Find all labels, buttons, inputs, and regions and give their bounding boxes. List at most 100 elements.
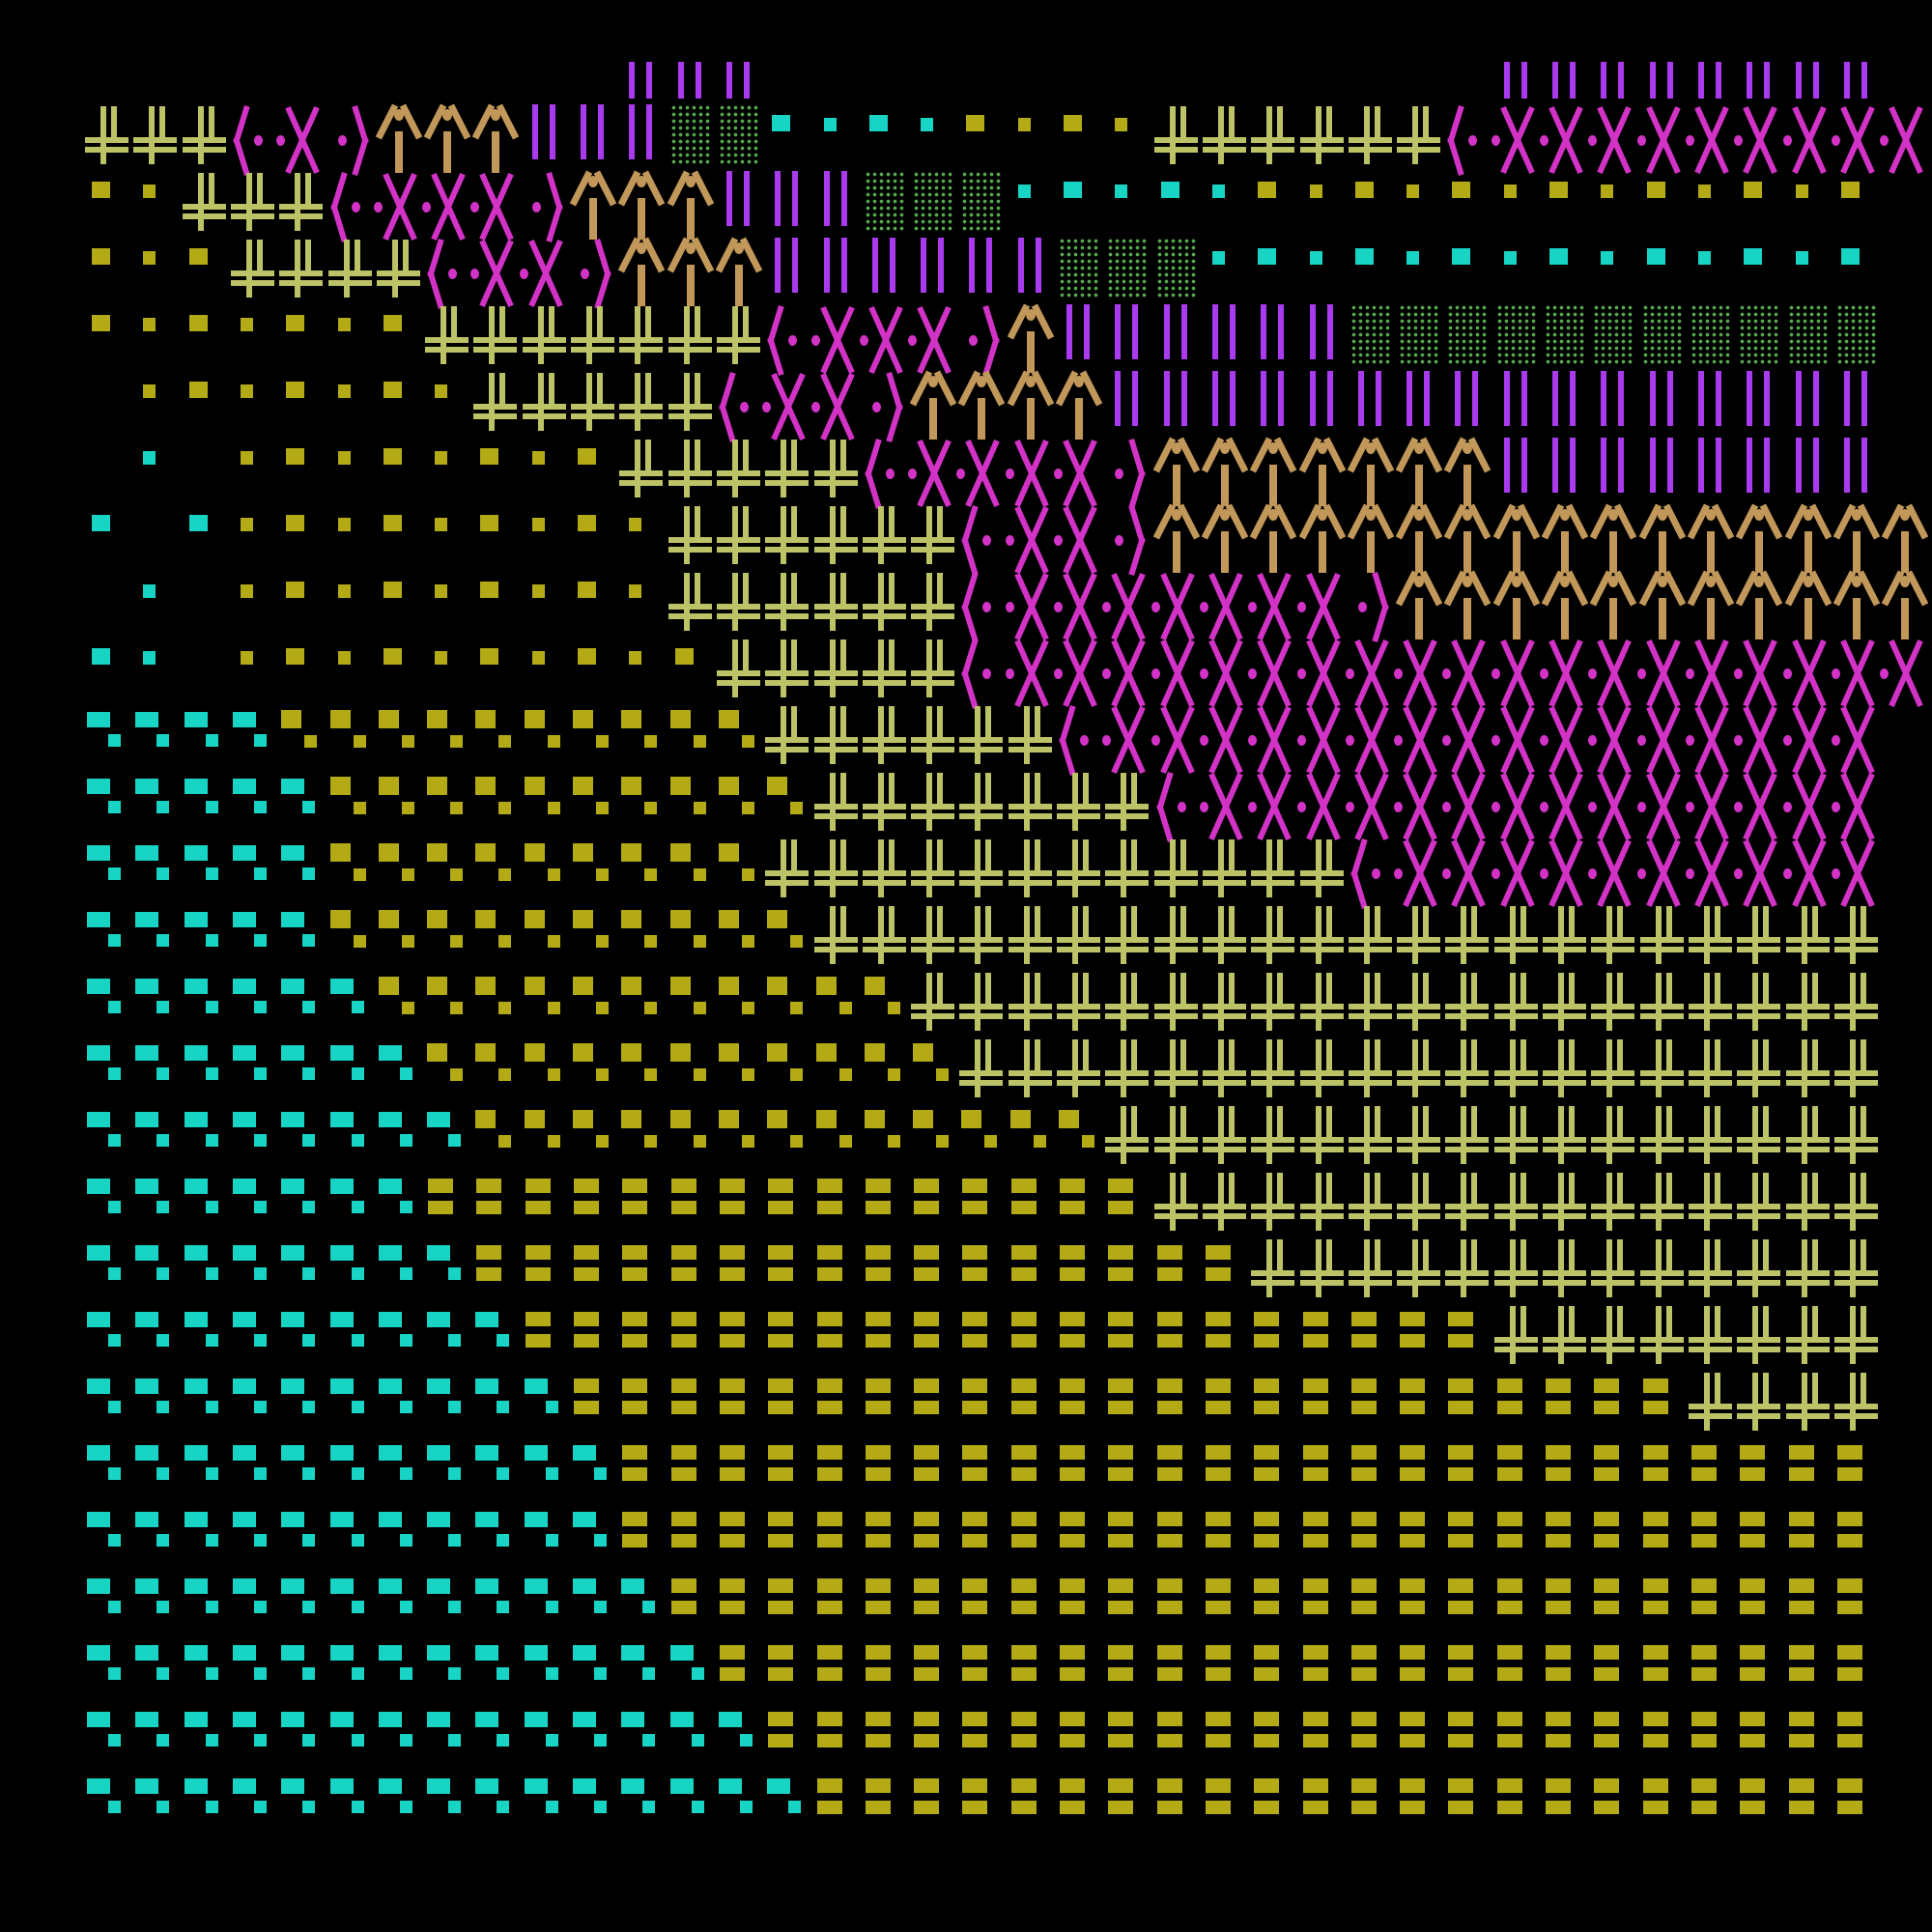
glyph-magenta-x-dot bbox=[1540, 838, 1591, 908]
glyph-olive-double-cross bbox=[1202, 838, 1251, 904]
glyph-yellow-double-rect bbox=[911, 1637, 959, 1704]
glyph-yellow-double-rect bbox=[765, 1237, 813, 1304]
glyph-olive-double-cross bbox=[813, 504, 863, 571]
glyph-olive-double-cross bbox=[911, 504, 959, 571]
glyph-olive-double-cross bbox=[1251, 904, 1299, 971]
glyph-olive-double-cross bbox=[1008, 904, 1057, 971]
glyph-yellow-double-rect bbox=[1543, 1437, 1591, 1504]
glyph-yellow-square-plus-square bbox=[473, 771, 522, 838]
glyph-yellow-double-rect bbox=[1737, 1704, 1785, 1771]
glyph-yellow-double-rect bbox=[1300, 1637, 1349, 1704]
glyph-yellow-double-rect bbox=[1300, 1504, 1349, 1571]
glyph-cyan-rect-plus-square bbox=[133, 1037, 182, 1104]
glyph-yellow-square-plus-square bbox=[571, 771, 619, 838]
glyph-yellow-double-rect bbox=[473, 1171, 522, 1237]
glyph-yellow-double-rect bbox=[619, 1304, 668, 1371]
glyph-purple-double-bar bbox=[1543, 371, 1591, 438]
glyph-magenta-x-dot bbox=[1734, 771, 1785, 841]
glyph-tan-y-dot bbox=[423, 103, 473, 173]
glyph-magenta-x-dot bbox=[1345, 638, 1397, 708]
glyph-yellow-double-rect bbox=[1591, 1571, 1639, 1637]
glyph-yellow-double-rect bbox=[911, 1237, 959, 1304]
glyph-yellow-square-plus-square bbox=[328, 904, 377, 971]
glyph-yellow-square-plus-square bbox=[571, 971, 619, 1037]
glyph-yellow-square bbox=[328, 371, 377, 438]
glyph-yellow-double-rect bbox=[1251, 1637, 1299, 1704]
glyph-olive-double-cross bbox=[1057, 838, 1105, 904]
glyph-purple-double-bar bbox=[1203, 304, 1251, 371]
glyph-yellow-square-plus-square bbox=[571, 704, 619, 771]
glyph-yellow-double-rect bbox=[1349, 1704, 1397, 1771]
glyph-yellow-square bbox=[279, 504, 327, 571]
glyph-magenta-x-dot bbox=[1782, 638, 1834, 708]
glyph-yellow-double-rect bbox=[1203, 1771, 1251, 1837]
glyph-purple-double-bar bbox=[1543, 438, 1591, 504]
glyph-purple-bar-stub bbox=[1591, 62, 1639, 128]
glyph-olive-double-cross bbox=[1105, 838, 1153, 904]
glyph-tan-y-dot bbox=[375, 103, 425, 173]
glyph-olive-double-cross bbox=[813, 438, 863, 504]
glyph-green-dot-block bbox=[1349, 304, 1397, 371]
glyph-olive-double-cross bbox=[1543, 1237, 1591, 1304]
glyph-tan-y-dot bbox=[1881, 503, 1931, 573]
glyph-purple-double-bar bbox=[814, 238, 863, 304]
glyph-yellow-double-rect bbox=[1300, 1704, 1349, 1771]
glyph-olive-double-cross bbox=[862, 504, 911, 571]
glyph-yellow-double-rect bbox=[765, 1637, 813, 1704]
glyph-cyan-square bbox=[1591, 238, 1639, 304]
glyph-cyan-rect-plus-square bbox=[377, 1237, 425, 1304]
glyph-olive-double-cross bbox=[862, 838, 911, 904]
glyph-magenta-x-dot bbox=[1685, 838, 1737, 908]
glyph-yellow-double-rect bbox=[1445, 1637, 1493, 1704]
glyph-olive-double-cross bbox=[1543, 971, 1591, 1037]
glyph-cyan-rect-plus-square bbox=[328, 971, 377, 1037]
glyph-yellow-double-rect bbox=[1737, 1771, 1785, 1837]
glyph-cyan-rect-plus-square bbox=[619, 1704, 668, 1771]
glyph-yellow-double-rect bbox=[1494, 1371, 1543, 1437]
glyph-yellow-square-plus-square bbox=[328, 771, 377, 838]
glyph-purple-double-bar bbox=[1834, 371, 1883, 438]
glyph-cyan-rect-plus-square bbox=[328, 1237, 377, 1304]
glyph-yellow-double-rect bbox=[1737, 1571, 1785, 1637]
glyph-yellow-double-rect bbox=[1105, 1704, 1153, 1771]
glyph-yellow-square bbox=[1009, 104, 1057, 171]
glyph-olive-double-cross bbox=[1785, 1104, 1834, 1171]
glyph-yellow-double-rect bbox=[571, 1171, 619, 1237]
glyph-yellow-double-rect bbox=[1640, 1371, 1689, 1437]
glyph-olive-double-cross bbox=[959, 971, 1008, 1037]
glyph-cyan-rect-plus-square bbox=[133, 1237, 182, 1304]
glyph-olive-double-cross bbox=[716, 504, 765, 571]
glyph-yellow-double-rect bbox=[765, 1371, 813, 1437]
glyph-cyan-rect-plus-square bbox=[231, 1037, 279, 1104]
glyph-magenta-angle-left-dot bbox=[328, 171, 377, 243]
glyph-yellow-double-rect bbox=[717, 1371, 765, 1437]
glyph-cyan-rect-plus-square bbox=[279, 971, 327, 1037]
glyph-magenta-x-dot bbox=[1831, 771, 1883, 841]
glyph-purple-double-bar bbox=[1786, 371, 1834, 438]
glyph-yellow-double-rect bbox=[959, 1771, 1008, 1837]
glyph-green-dot-block bbox=[1057, 238, 1105, 304]
glyph-yellow-double-rect bbox=[1009, 1504, 1057, 1571]
glyph-magenta-x-dot bbox=[1636, 771, 1689, 841]
glyph-yellow-double-rect bbox=[1251, 1504, 1299, 1571]
glyph-magenta-x-dot bbox=[1588, 838, 1639, 908]
glyph-olive-double-cross bbox=[911, 638, 959, 704]
glyph-yellow-double-rect bbox=[814, 1637, 863, 1704]
glyph-cyan-rect-plus-square bbox=[668, 1771, 717, 1837]
glyph-cyan-rect-plus-square bbox=[377, 1104, 425, 1171]
glyph-yellow-square bbox=[619, 571, 668, 638]
glyph-yellow-square bbox=[619, 638, 668, 704]
glyph-olive-double-cross bbox=[1348, 1104, 1397, 1171]
glyph-purple-double-bar bbox=[1154, 304, 1203, 371]
glyph-yellow-square bbox=[279, 638, 327, 704]
glyph-cyan-rect-plus-square bbox=[425, 1304, 473, 1371]
glyph-olive-double-cross bbox=[1833, 904, 1883, 971]
glyph-yellow-double-rect bbox=[1057, 1237, 1105, 1304]
glyph-olive-double-cross bbox=[911, 771, 959, 838]
glyph-yellow-square-plus-square bbox=[717, 971, 765, 1037]
glyph-tan-y-dot bbox=[1395, 437, 1445, 506]
glyph-yellow-double-rect bbox=[1203, 1371, 1251, 1437]
glyph-yellow-double-rect bbox=[1154, 1571, 1203, 1637]
glyph-olive-double-cross bbox=[716, 304, 765, 371]
